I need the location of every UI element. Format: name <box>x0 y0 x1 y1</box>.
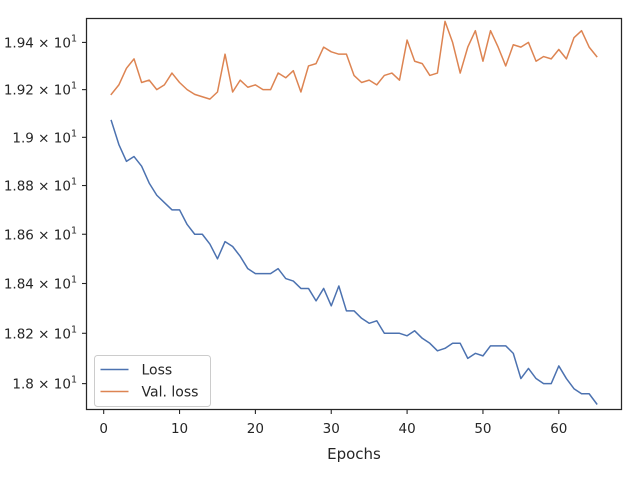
legend-label-0: Loss <box>142 363 173 379</box>
legend: Loss Val. loss <box>94 355 211 407</box>
x-tick-label: 50 <box>474 421 491 437</box>
x-tick-label: 40 <box>399 421 416 437</box>
y-tick-label: 1.9 × 101 <box>12 128 77 146</box>
series-layer <box>110 20 598 405</box>
y-tick-label: 1.82 × 101 <box>4 324 77 342</box>
y-tick-label: 1.92 × 101 <box>4 81 77 99</box>
y-axis-ticks: 1.8 × 101 1.82 × 101 1.84 × 101 1.86 × 101 1… <box>4 33 87 393</box>
x-axis-label: Epochs <box>327 445 381 463</box>
x-axis-ticks: 0 10 20 30 40 50 60 <box>99 409 567 437</box>
y-tick-label: 1.84 × 101 <box>4 275 77 293</box>
y-tick-label: 1.88 × 101 <box>4 177 77 195</box>
x-tick-label: 10 <box>171 421 188 437</box>
series-line-0 <box>110 119 598 405</box>
x-tick-label: 0 <box>99 421 108 437</box>
y-tick-label: 1.94 × 101 <box>4 33 77 51</box>
x-tick-label: 60 <box>550 421 567 437</box>
legend-box <box>94 355 211 407</box>
legend-label-1: Val. loss <box>142 385 199 401</box>
x-tick-label: 30 <box>323 421 340 437</box>
x-tick-label: 20 <box>247 421 264 437</box>
y-tick-label: 1.8 × 101 <box>12 375 77 393</box>
y-tick-label: 1.86 × 101 <box>4 225 77 243</box>
series-line-1 <box>110 20 598 100</box>
plot-frame <box>85 17 623 411</box>
